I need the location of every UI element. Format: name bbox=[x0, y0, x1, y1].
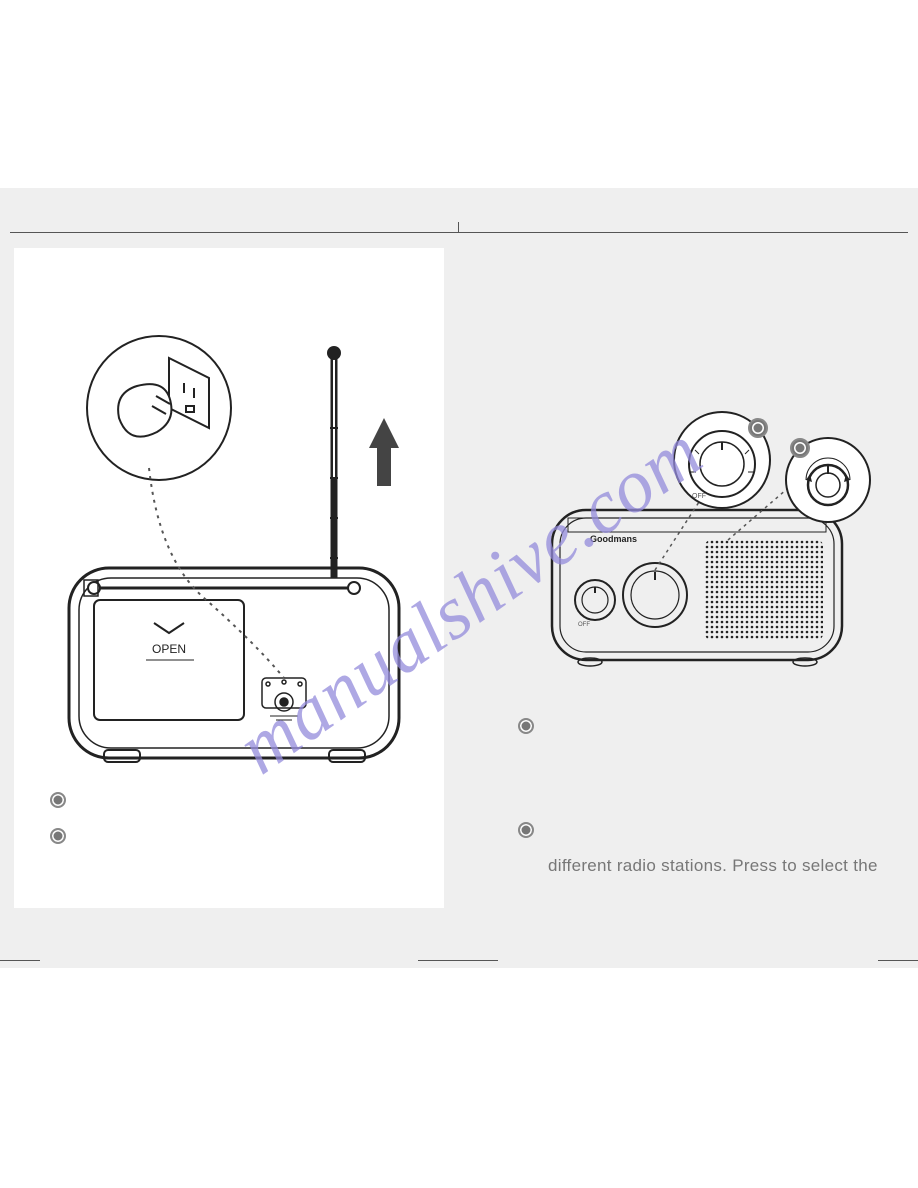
rule-top bbox=[10, 232, 908, 233]
open-label: OPEN bbox=[152, 642, 186, 656]
crop-mark-bl bbox=[0, 960, 40, 961]
step-bullet-right-2 bbox=[518, 822, 534, 838]
svg-text:OFF: OFF bbox=[578, 622, 590, 628]
brand-label: Goodmans bbox=[590, 534, 637, 544]
callout-volume: OFF bbox=[674, 412, 770, 508]
callout-tune bbox=[786, 438, 870, 522]
step-bullet-left-1 bbox=[50, 792, 66, 808]
step-bullet-left-2 bbox=[50, 828, 66, 844]
antenna-icon bbox=[327, 346, 341, 578]
crop-mark-br bbox=[878, 960, 918, 961]
rear-radio-diagram: OPEN bbox=[34, 278, 424, 778]
arrow-up-icon bbox=[369, 418, 399, 486]
svg-text:OFF: OFF bbox=[692, 493, 706, 500]
left-panel: OPEN bbox=[14, 248, 444, 908]
step-bullet-right-1 bbox=[518, 718, 534, 734]
instruction-line: different radio stations. Press to selec… bbox=[548, 856, 878, 876]
front-radio-diagram: Goodmans OFF OFF bbox=[490, 390, 890, 690]
crop-mark-bm bbox=[418, 960, 498, 961]
rule-top-tick bbox=[458, 222, 459, 232]
